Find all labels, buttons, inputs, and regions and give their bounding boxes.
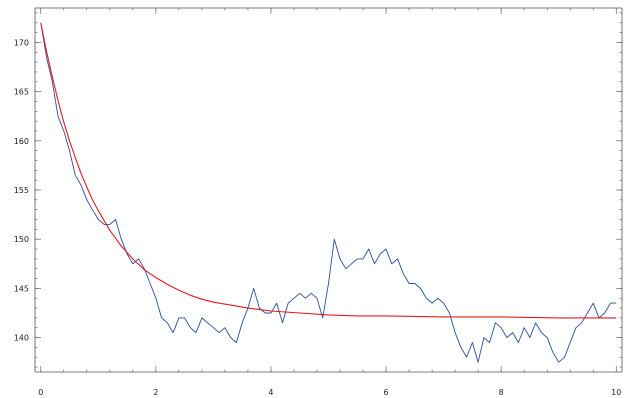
- x-tick-label: 0: [38, 388, 43, 397]
- tick-labels: 0 2 4 6 8 10 140 145 150 155 160 165 170: [14, 38, 622, 397]
- series-layer: [40, 22, 617, 363]
- x-tick-label: 8: [499, 388, 504, 397]
- y-tick-label: 160: [14, 137, 29, 146]
- y-tick-label: 155: [14, 186, 29, 195]
- axis-ticks: [35, 8, 622, 372]
- x-tick-label: 10: [611, 388, 621, 397]
- series-line-blue: [40, 22, 617, 363]
- y-tick-label: 140: [14, 334, 29, 343]
- x-tick-label: 6: [384, 388, 389, 397]
- y-tick-label: 165: [14, 88, 29, 97]
- x-tick-label: 2: [153, 388, 158, 397]
- y-tick-label: 150: [14, 235, 29, 244]
- series-line-red: [40, 22, 617, 319]
- x-tick-label: 4: [268, 388, 273, 397]
- y-tick-label: 170: [14, 38, 29, 47]
- y-tick-label: 145: [14, 284, 29, 293]
